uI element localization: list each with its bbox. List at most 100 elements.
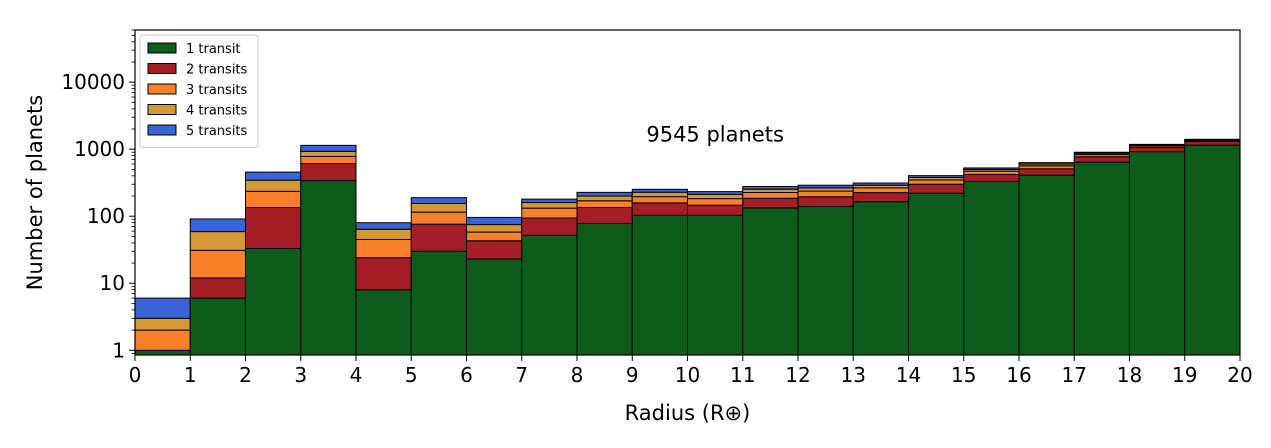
x-tick-label-8: 8 — [571, 363, 584, 387]
bar-bin-6-series-2 — [466, 231, 523, 242]
bar-bin-2-series-2 — [245, 190, 302, 208]
x-tick-label-3: 3 — [294, 363, 307, 387]
x-tick-label-19: 19 — [1172, 363, 1197, 387]
bar-bin-9-series-1 — [631, 202, 688, 216]
bar-bin-16-series-1 — [1018, 168, 1075, 176]
bar-bin-5-series-0 — [410, 250, 467, 356]
x-tick-label-2: 2 — [239, 363, 252, 387]
bar-bin-7-series-1 — [521, 217, 578, 236]
y-tick-label-0: 1 — [112, 338, 125, 362]
bar-bin-5-series-3 — [410, 202, 467, 213]
legend-swatch-4 — [147, 124, 177, 136]
legend-label-0: 1 transit — [186, 42, 241, 57]
bar-bin-0-series-2 — [134, 329, 191, 351]
bar-bin-4-series-1 — [355, 257, 412, 291]
bars-layer — [134, 138, 1241, 356]
x-axis-label-unit: (R⊕) — [702, 401, 751, 425]
bar-bin-14-series-2 — [908, 179, 965, 185]
x-tick-label-6: 6 — [460, 363, 473, 387]
x-tick-label-11: 11 — [730, 363, 755, 387]
bar-bin-13-series-2 — [852, 187, 909, 194]
bar-bin-3-series-1 — [300, 163, 357, 182]
bar-bin-9-series-4 — [631, 188, 688, 193]
x-tick-label-20: 20 — [1227, 363, 1252, 387]
bar-bin-13-series-4 — [852, 182, 909, 186]
bar-bin-15-series-0 — [963, 180, 1020, 356]
bar-bin-18-series-4 — [1129, 143, 1186, 146]
bar-bin-13-series-1 — [852, 192, 909, 203]
bar-bin-19-series-1 — [1184, 141, 1241, 146]
bar-bin-8-series-4 — [576, 191, 633, 197]
bar-bin-18-series-1 — [1129, 146, 1186, 153]
bar-bin-6-series-0 — [466, 258, 523, 356]
bar-bin-10-series-4 — [687, 191, 744, 195]
bar-bin-12-series-2 — [797, 190, 854, 198]
bar-bin-8-series-3 — [576, 195, 633, 202]
bar-bin-16-series-0 — [1018, 174, 1075, 356]
bar-bin-0-series-0 — [134, 349, 191, 356]
x-tick-label-1: 1 — [184, 363, 197, 387]
bar-bin-4-series-0 — [355, 289, 412, 356]
bar-bin-1-series-3 — [189, 231, 246, 251]
bar-bin-11-series-0 — [742, 207, 799, 356]
legend-label-1: 2 transits — [186, 63, 248, 78]
bar-bin-5-series-2 — [410, 211, 467, 225]
y-tick-label-4: 10000 — [61, 70, 125, 94]
bar-bin-17-series-4 — [1073, 151, 1130, 154]
x-tick-label-18: 18 — [1117, 363, 1142, 387]
bar-bin-0-series-3 — [134, 317, 191, 331]
x-axis-label-text: Radius — [625, 401, 695, 425]
bar-bin-1-series-4 — [189, 218, 246, 233]
bar-bin-11-series-2 — [742, 191, 799, 199]
bar-bin-19-series-0 — [1184, 144, 1241, 356]
bar-bin-5-series-1 — [410, 223, 467, 252]
x-tick-label-4: 4 — [350, 363, 363, 387]
bar-bin-2-series-4 — [245, 171, 302, 181]
bar-bin-10-series-1 — [687, 204, 744, 216]
bar-bin-14-series-4 — [908, 175, 965, 179]
bar-bin-11-series-1 — [742, 197, 799, 209]
bar-bin-7-series-0 — [521, 234, 578, 356]
bar-bin-1-series-2 — [189, 249, 246, 279]
legend: 1 transit 2 transits 3 transits 4 transits 5… — [139, 34, 259, 148]
bar-bin-1-series-0 — [189, 297, 246, 356]
x-axis-label: Radius (R⊕) — [625, 401, 751, 425]
bar-bin-2-series-1 — [245, 206, 302, 249]
bar-bin-6-series-4 — [466, 216, 523, 226]
bar-bin-4-series-4 — [355, 222, 412, 230]
bar-bin-7-series-4 — [521, 198, 578, 204]
x-tick-label-14: 14 — [896, 363, 921, 387]
legend-label-2: 3 transits — [186, 83, 248, 98]
bar-bin-9-series-3 — [631, 191, 688, 198]
bar-bin-10-series-2 — [687, 198, 744, 206]
bar-bin-2-series-3 — [245, 179, 302, 192]
bar-bin-3-series-2 — [300, 155, 357, 165]
bar-bin-11-series-4 — [742, 186, 799, 190]
bar-bin-3-series-4 — [300, 144, 357, 152]
y-tick-label-1: 10 — [100, 271, 125, 295]
bar-bin-16-series-4 — [1018, 162, 1075, 165]
legend-swatch-1 — [147, 63, 177, 74]
x-tick-label-16: 16 — [1006, 363, 1031, 387]
y-tick-label-2: 100 — [87, 204, 125, 228]
bar-bin-17-series-1 — [1073, 156, 1130, 163]
bar-bin-10-series-0 — [687, 214, 744, 356]
x-tick-label-13: 13 — [841, 363, 866, 387]
bar-bin-8-series-2 — [576, 200, 633, 208]
bar-bin-10-series-3 — [687, 193, 744, 200]
bar-bin-3-series-3 — [300, 150, 357, 157]
x-tick-label-0: 0 — [129, 363, 142, 387]
x-tick-label-10: 10 — [675, 363, 700, 387]
bar-bin-14-series-1 — [908, 183, 965, 194]
planet-count-annotation: 9545 planets — [646, 123, 784, 147]
bar-bin-2-series-0 — [245, 247, 302, 356]
bar-bin-9-series-0 — [631, 214, 688, 356]
bar-bin-1-series-1 — [189, 277, 246, 299]
bar-bin-17-series-0 — [1073, 161, 1130, 356]
bar-bin-7-series-2 — [521, 207, 578, 219]
x-tick-label-15: 15 — [951, 363, 976, 387]
y-tick-label-3: 1000 — [74, 137, 125, 161]
bar-bin-8-series-1 — [576, 206, 633, 224]
